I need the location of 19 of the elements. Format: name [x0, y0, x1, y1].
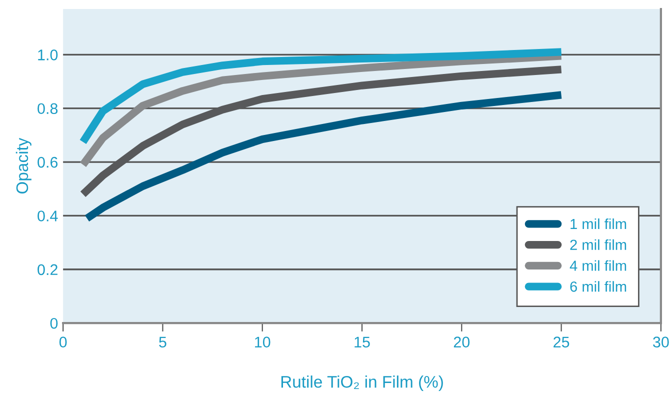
- y-tick-label: 0: [50, 318, 58, 329]
- y-axis-title: Opacity: [16, 138, 32, 194]
- y-tick-label: 1.0: [38, 50, 58, 60]
- y-tick-label: 0.4: [38, 210, 58, 222]
- x-axis-title: Rutile TiO₂ in Film (%): [281, 376, 443, 392]
- y-tick-label: 0.8: [38, 103, 58, 114]
- legend-label: 2 mil film: [570, 239, 626, 250]
- x-tick-label: 5: [159, 336, 166, 348]
- legend-label: 6 mil film: [570, 281, 626, 292]
- legend-label: 1 mil film: [570, 218, 626, 230]
- x-tick-label: 0: [59, 336, 67, 348]
- x-tick-label: 10: [255, 336, 270, 348]
- x-tick-label: 20: [454, 336, 470, 348]
- x-tick-label: 30: [653, 336, 669, 348]
- y-tick-label: 0.2: [38, 264, 58, 276]
- y-tick-label: 0.6: [38, 156, 58, 168]
- x-tick-label: 25: [554, 336, 570, 348]
- x-tick-label: 15: [354, 336, 370, 348]
- legend-label: 4 mil film: [570, 260, 626, 271]
